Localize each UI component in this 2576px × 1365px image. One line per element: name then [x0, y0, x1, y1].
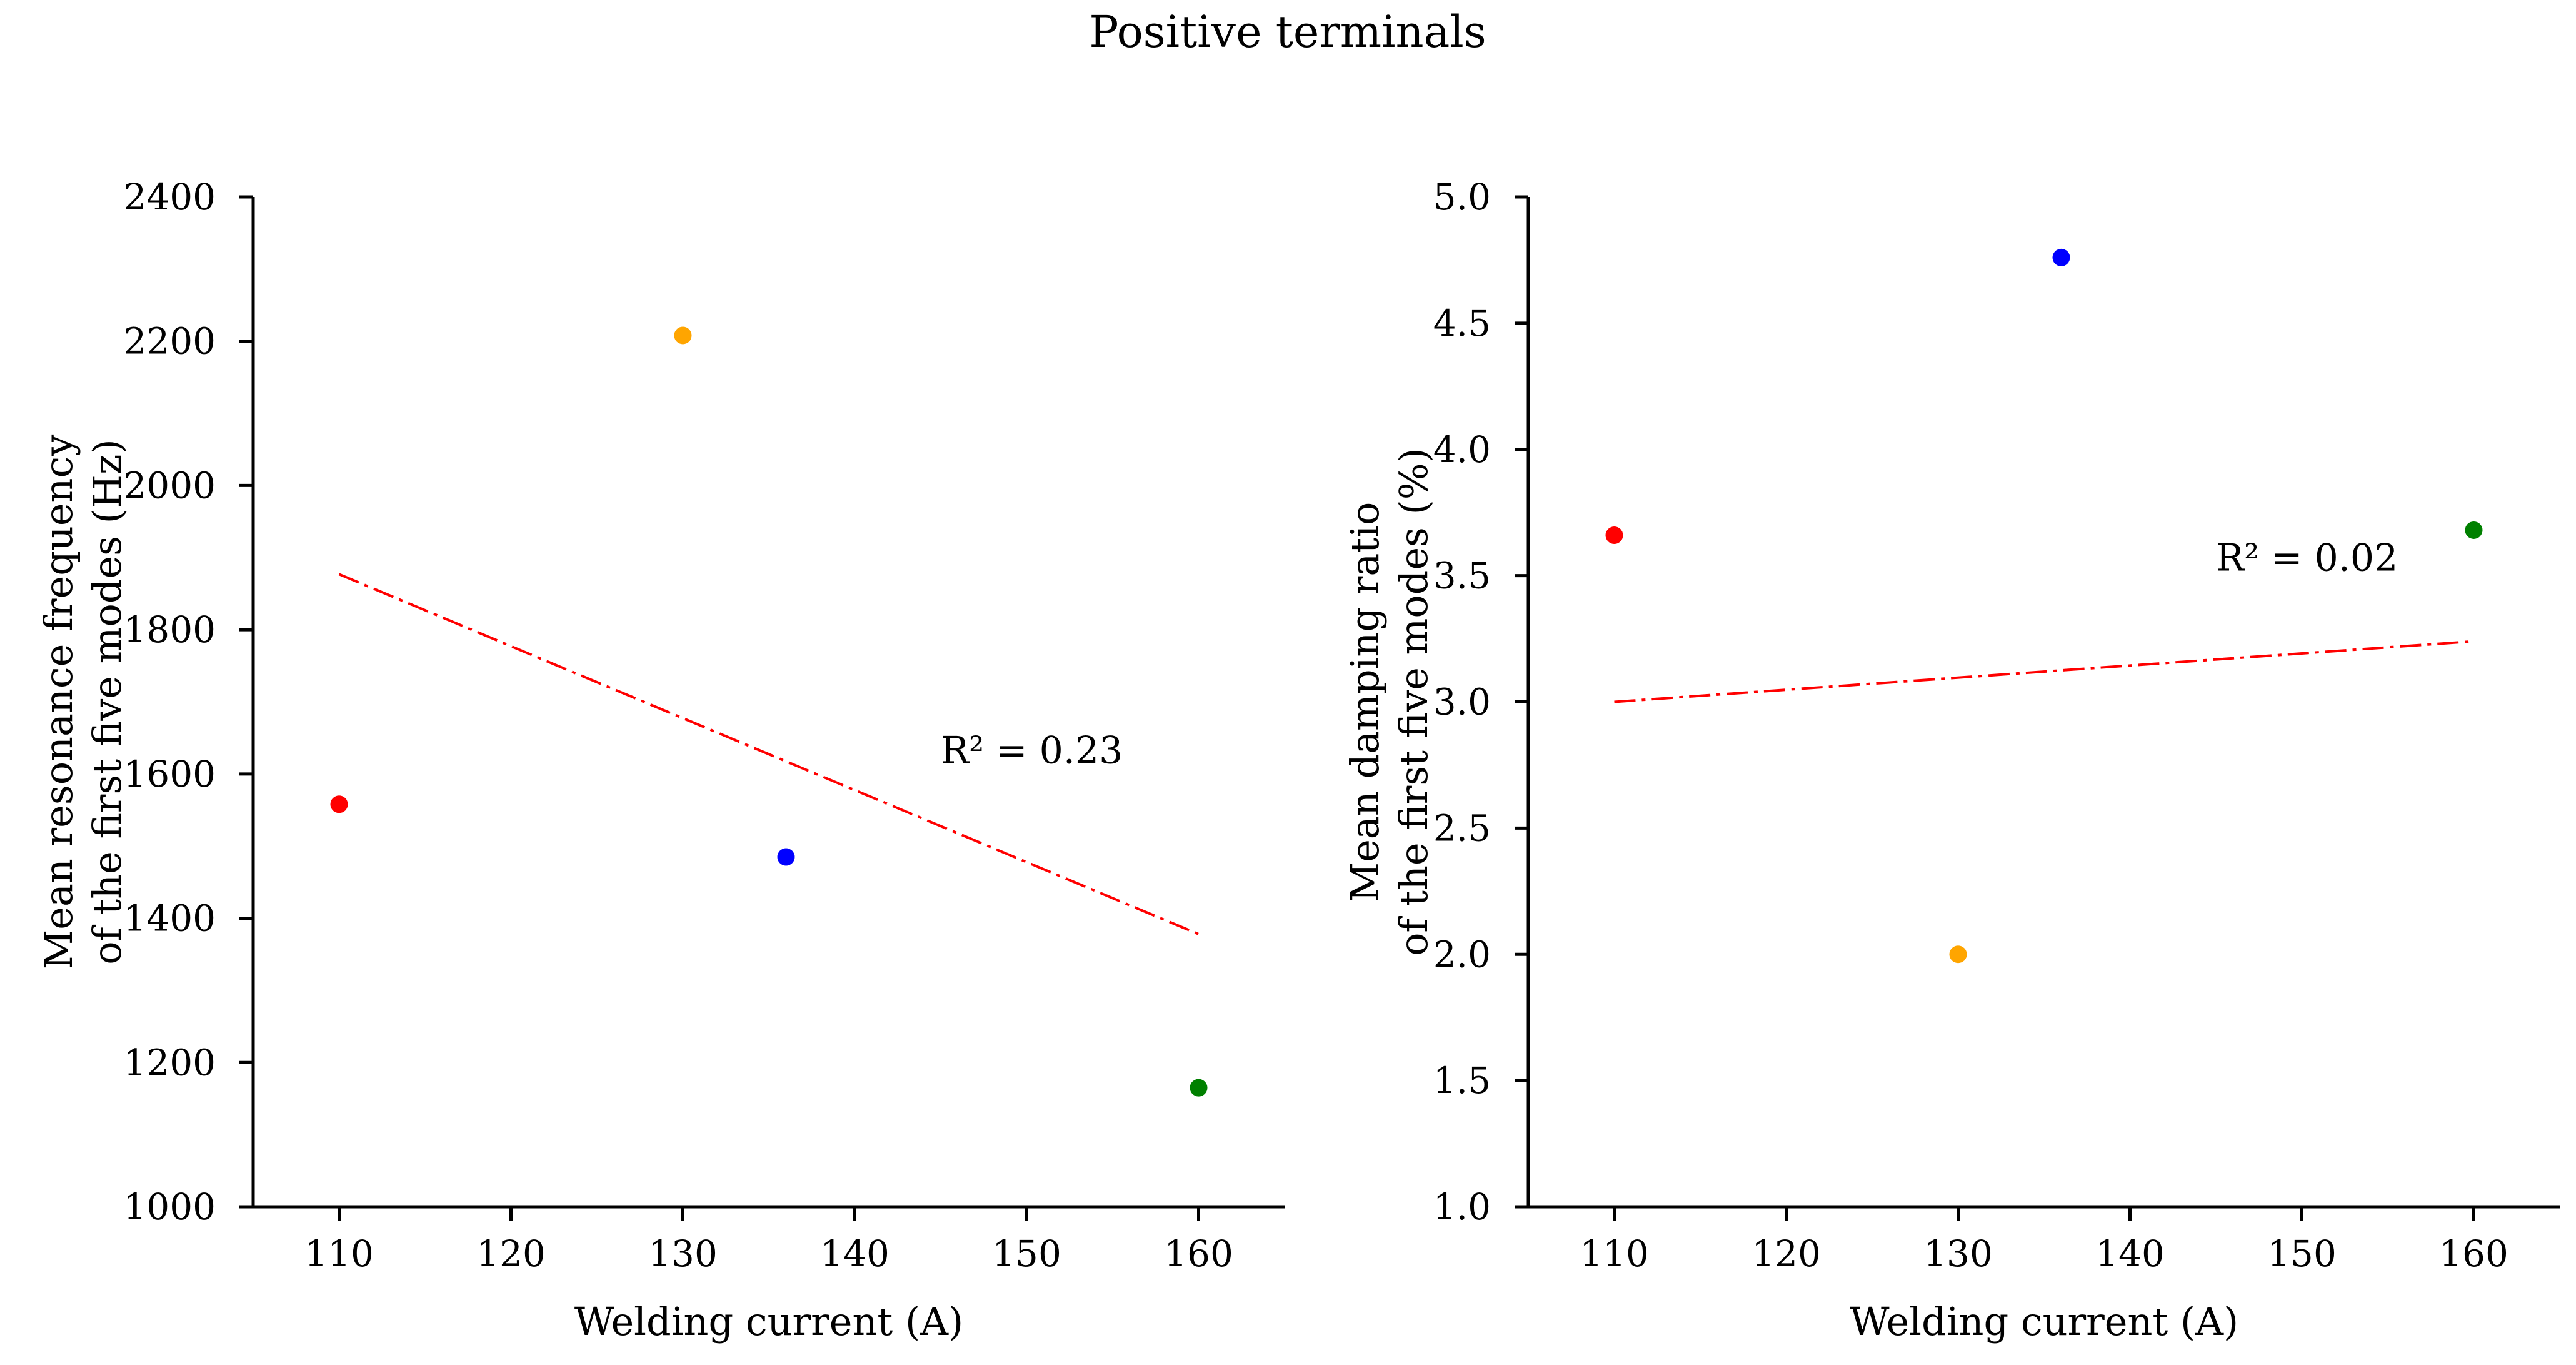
r-squared-annotation: R² = 0.23	[941, 729, 1123, 773]
y-tick-label: 1800	[123, 608, 216, 651]
y-tick-label: 1200	[123, 1041, 216, 1084]
y-tick-label: 4.5	[1433, 302, 1491, 345]
x-axis-label: Welding current (A)	[1850, 1299, 2238, 1344]
y-tick-label: 3.0	[1433, 681, 1491, 723]
x-tick-label: 110	[1580, 1232, 1649, 1275]
regression-line	[338, 573, 1200, 935]
y-axis-label-line: of the first five modes (Hz)	[84, 439, 130, 965]
x-tick-label: 150	[2267, 1232, 2337, 1275]
y-tick-label: 1000	[123, 1186, 216, 1228]
y-tick-label: 1.0	[1433, 1186, 1491, 1228]
data-point	[1190, 1079, 1208, 1097]
y-tick-label: 5.0	[1433, 176, 1491, 218]
resonance-frequency-chart: 1000 1200 1400 1600 1800 2000 2200 2400 110 120 13…	[36, 176, 1285, 1344]
y-axis-label-line: of the first five modes (%)	[1391, 448, 1436, 956]
y-axis-label-line: Mean resonance frequency	[36, 435, 81, 969]
data-point	[330, 795, 348, 813]
x-tick-label: 140	[2095, 1232, 2165, 1275]
data-point	[777, 848, 795, 866]
y-tick-label: 2000	[123, 464, 216, 506]
data-point	[1605, 526, 1623, 545]
regression-line	[1614, 640, 2474, 703]
y-tick-label: 1.5	[1433, 1059, 1491, 1102]
x-tick-label: 150	[992, 1232, 1061, 1275]
x-tick-label: 130	[648, 1232, 718, 1275]
x-tick-label: 120	[476, 1232, 546, 1275]
x-tick-label: 120	[1752, 1232, 1821, 1275]
y-tick-label: 2200	[123, 320, 216, 363]
x-tick-label: 160	[2439, 1232, 2508, 1275]
data-point	[2465, 521, 2483, 539]
x-axis-label: Welding current (A)	[574, 1299, 963, 1344]
data-point	[674, 326, 692, 345]
y-tick-label: 2.5	[1433, 807, 1491, 849]
y-tick-label: 4.0	[1433, 428, 1491, 471]
figure-title: Positive terminals	[1089, 6, 1486, 58]
x-tick-label: 160	[1164, 1232, 1233, 1275]
data-point	[2052, 248, 2070, 266]
damping-ratio-chart: 1.0 1.5 2.0 2.5 3.0 3.5 4.0 4.5 5.0 110 120 130 140 1…	[1342, 176, 2560, 1344]
y-tick-label: 2.0	[1433, 933, 1491, 975]
x-tick-label: 140	[820, 1232, 890, 1275]
y-axis-label-line: Mean damping ratio	[1342, 502, 1388, 902]
y-tick-label: 1600	[123, 753, 216, 795]
y-tick-label: 3.5	[1433, 555, 1491, 597]
x-tick-label: 110	[304, 1232, 374, 1275]
r-squared-annotation: R² = 0.02	[2216, 536, 2398, 580]
data-point	[1949, 945, 1967, 964]
x-tick-label: 130	[1923, 1232, 1993, 1275]
y-tick-label: 2400	[123, 176, 216, 218]
y-tick-label: 1400	[123, 897, 216, 940]
